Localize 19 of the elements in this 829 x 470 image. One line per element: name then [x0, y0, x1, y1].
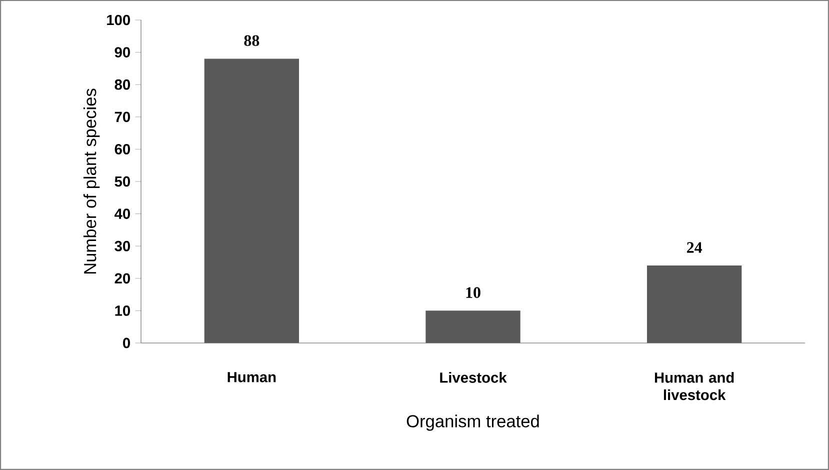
y-tick-label: 30: [114, 240, 130, 252]
y-axis-title: Number of plant species: [83, 88, 100, 274]
y-tick-label: 40: [114, 208, 130, 219]
x-tick-label: Livestock: [440, 372, 507, 383]
x-tick-label: Human and livestock: [654, 372, 734, 400]
y-tick-label: 70: [114, 112, 130, 122]
data-label: 88: [244, 35, 260, 46]
data-label: 10: [466, 287, 480, 298]
y-tick-label: 80: [114, 79, 130, 90]
y-tick-label: 50: [114, 176, 130, 187]
y-tick-label: 100: [107, 14, 130, 26]
y-tick-label: 0: [123, 338, 130, 348]
x-axis-title: Organism treated: [406, 414, 539, 431]
data-label: 24: [687, 242, 702, 253]
x-tick-label: Human: [228, 372, 276, 382]
y-tick-label: 60: [114, 144, 130, 154]
y-tick-label: 10: [115, 306, 130, 316]
y-tick-label: 90: [114, 47, 130, 58]
y-tick-label: 20: [114, 273, 130, 284]
